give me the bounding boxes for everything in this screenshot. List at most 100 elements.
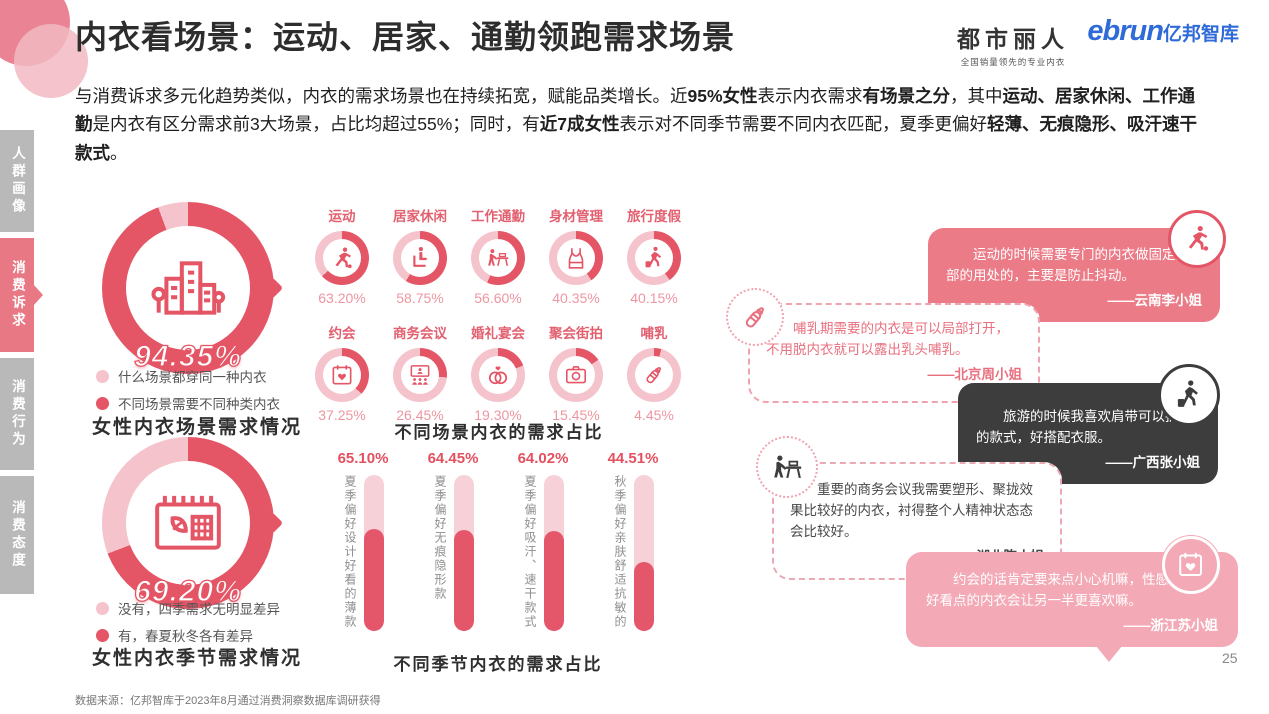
scene-small-donut-center [479,239,517,277]
camera-icon [563,362,589,388]
sidebar-tab-4[interactable]: 消费态度 [0,476,34,594]
bar-fill [634,561,654,631]
work-desk-icon [485,245,511,271]
scene-item: 婚礼宴会 19.30% [459,322,537,423]
legend-label: 什么场景都穿同一种内衣 [118,370,267,385]
quote-bubble-2: 哺乳期需要的内衣是可以局部打开，不用脱内衣就可以露出乳头哺乳。 ——北京周小姐 [748,303,1040,403]
scene-small-donut [627,231,681,285]
wedding-rings-icon [485,362,511,388]
scene-item: 哺乳 4.45% [615,322,693,423]
legend-dot [96,369,109,383]
season-bar-chart-title: 不同季节内衣的需求占比 [393,655,603,674]
scene-donut-legend: 什么场景都穿同一种内衣不同场景需要不同种类内衣 [96,366,280,420]
scene-small-donut-center [401,239,439,277]
sidebar-tab-label: 消费态度 [10,500,25,570]
work-desk-icon [756,436,818,498]
scene-donut-title: 女性内衣场景需求情况 [92,417,303,438]
baby-bottle-icon [726,288,784,346]
bar-pair: 秋季偏好亲肤舒适抗敏的 [592,475,674,631]
scene-small-donut-center [635,239,673,277]
corner-circle-decoration-light [14,24,88,98]
scene-label: 居家休闲 [393,209,447,224]
traveler-icon [641,245,667,271]
runner-icon [1168,210,1226,268]
bar-track [364,475,384,631]
bar-value-label: 64.45% [427,450,479,467]
intro-segment: 。 [110,142,128,163]
scene-label: 工作通勤 [471,209,525,224]
scene-small-donut [627,348,681,402]
bar-category-label: 夏季偏好吸汗、速干款式 [523,475,537,629]
scene-value: 15.45% [552,407,600,423]
bar-track [634,475,654,631]
scene-label: 身材管理 [549,209,603,224]
brand-primary-name: 都市丽人 [957,26,1069,52]
scene-small-donut [393,231,447,285]
bar-value-label: 44.51% [607,450,659,467]
brand-secondary-name: 亿邦智库 [1162,24,1239,45]
scene-value: 4.45% [634,407,674,423]
scene-item: 聚会街拍 15.45% [537,322,615,423]
city-buildings-icon [145,251,231,325]
quote-author: ——云南李小姐 [1107,292,1203,308]
legend-label: 没有，四季需求无明显差异 [118,602,280,617]
calendar-heart-icon [329,362,355,388]
season-donut-legend: 没有，四季需求无明显差异 有，春夏秋冬各有差异 [96,598,280,652]
scene-item: 商务会议 26.45% [381,322,459,423]
season-donut-title: 女性内衣季节需求情况 [92,648,303,669]
scene-grid-title: 不同场景内衣的需求占比 [394,423,604,442]
intro-segment: 表示对不同季节需要不同内衣匹配，夏季更偏好 [619,114,988,135]
bar-track [454,475,474,631]
scene-small-donut [549,231,603,285]
scene-item: 居家休闲 58.75% [381,205,459,306]
intro-segment: ，其中 [950,86,1003,106]
scene-small-donut-center [635,356,673,394]
scene-label: 哺乳 [640,326,668,341]
scene-donut-chart: 94.35% [102,202,284,374]
bar-value-label: 65.10% [337,450,389,467]
intro-segment: 有场景之分 [862,86,951,106]
season-bar: 64.45% 夏季偏好无痕隐形款 [412,450,494,631]
quote-author: ——广西张小姐 [1105,454,1201,470]
scene-small-donut-center [323,356,361,394]
calendar-leaf-icon [145,486,231,560]
scene-label: 聚会街拍 [549,326,603,341]
scene-label: 婚礼宴会 [471,326,525,341]
bar-pair: 夏季偏好吸汗、速干款式 [502,475,584,631]
quote-bubble-5: 约会的话肯定要来点小心机嘛，性感点的，好看点的内衣会让另一半更喜欢嘛。 ——浙江苏… [906,552,1238,662]
legend-dot [96,628,109,642]
scene-value: 26.45% [396,407,444,423]
intro-segment: 近7成女性 [539,114,620,135]
traveler-icon [1158,364,1220,426]
legend-row: 没有，四季需求无明显差异 [96,598,280,618]
scene-small-donut [471,348,525,402]
season-bar: 65.10% 夏季偏好设计好看的薄款 [322,450,404,631]
sidebar-tab-1[interactable]: 人群画像 [0,130,34,232]
season-bar: 44.51% 秋季偏好亲肤舒适抗敏的 [592,450,674,631]
scene-value: 56.60% [474,290,522,306]
bar-pair: 夏季偏好设计好看的薄款 [322,475,404,631]
legend-row: 什么场景都穿同一种内衣 [96,366,280,386]
brand-primary-tagline: 全国销量领先的专业内衣 [960,57,1066,67]
data-source-note: 数据来源：亿邦智库于2023年8月通过消费洞察数据库调研获得 [75,695,381,707]
quote-text: 旅游的时候我喜欢肩带可以拆卸的款式，好搭配衣服。 [976,409,1192,445]
scene-small-donut-center [557,356,595,394]
sidebar-tab-3[interactable]: 消费行为 [0,358,34,470]
bar-value-label: 64.02% [517,450,569,467]
brand-dushilelren-logo: 都市丽人 全国销量领先的专业内衣 [957,20,1069,68]
bar-fill [544,531,564,631]
bar-fill [364,529,384,631]
brand-secondary-wordmark: ebrun [1087,15,1164,47]
camisole-icon [563,245,589,271]
scene-value: 37.25% [318,407,366,423]
meeting-icon [407,362,433,388]
intro-segment: 表示内衣需求 [757,86,863,106]
scene-value: 40.35% [552,290,600,306]
intro-paragraph: 与消费诉求多元化趋势类似，内衣的需求场景也在持续拓宽，赋能品类增长。近95%女性… [75,82,1203,167]
page-title: 内衣看场景：运动、居家、通勤领跑需求场景 [75,19,736,55]
sidebar-tab-label: 消费诉求 [10,260,25,330]
sidebar-tab-2[interactable]: 消费诉求 [0,238,43,352]
legend-row: 不同场景需要不同种类内衣 [96,393,280,413]
scene-label: 运动 [328,209,356,224]
